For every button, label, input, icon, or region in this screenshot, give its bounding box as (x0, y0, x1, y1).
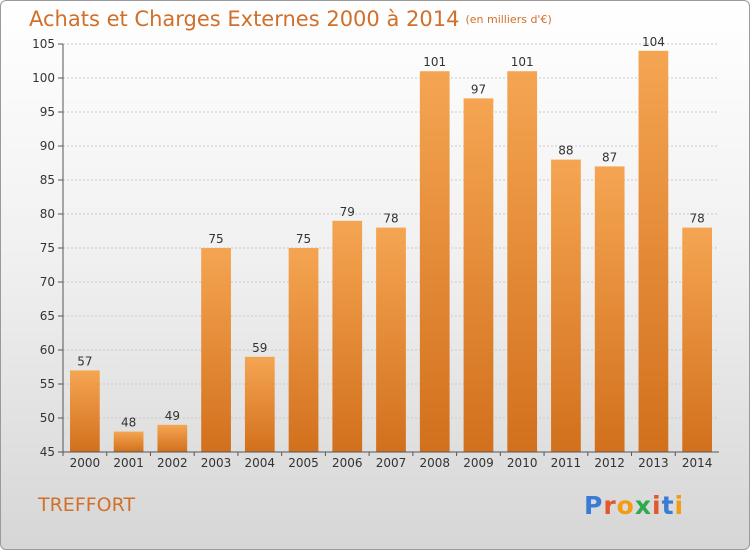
x-tick-label: 2003 (201, 456, 232, 470)
bar (69, 370, 100, 452)
data-label: 48 (121, 416, 136, 430)
y-tick-label: 105 (32, 37, 55, 51)
bar (638, 50, 669, 453)
logo-letter: r (603, 491, 617, 520)
data-label: 97 (471, 82, 486, 96)
x-tick-label: 2002 (157, 456, 188, 470)
x-tick-label: 2006 (332, 456, 363, 470)
bar (157, 424, 188, 452)
logo-letter: i (652, 491, 662, 520)
chart-title: Achats et Charges Externes 2000 à 2014 (e… (29, 7, 552, 31)
logo-letter: i (674, 491, 685, 520)
logo-letter: o (616, 491, 635, 520)
axes: 45 50 55 60 65 70 75 80 85 90 95 100 105 2000 2001 2002… (32, 37, 719, 470)
x-tick-label: 2007 (376, 456, 407, 470)
y-tick-label: 80 (40, 207, 55, 221)
chart-title-text: Achats et Charges Externes 2000 à 2014 (29, 7, 460, 31)
logo-letter: x (634, 491, 652, 520)
data-label: 78 (383, 212, 398, 226)
y-tick-label: 65 (40, 309, 55, 323)
x-tick-label: 2014 (682, 456, 713, 470)
bar (463, 98, 494, 453)
y-tick-label: 45 (40, 445, 55, 459)
x-tick-label: 2004 (245, 456, 276, 470)
bar (682, 227, 713, 452)
x-tick-label: 2013 (638, 456, 669, 470)
bar (419, 71, 450, 452)
bars: 57 48 49 75 59 75 79 78 101 97 101 88 87 104 78 (69, 35, 713, 453)
x-tick-label: 2011 (551, 456, 582, 470)
bar (113, 431, 144, 452)
data-label: 88 (558, 144, 573, 158)
y-tick-label: 100 (32, 71, 55, 85)
data-label: 75 (208, 232, 223, 246)
data-label: 101 (511, 55, 534, 69)
bar (201, 248, 231, 452)
x-tick-label: 2012 (594, 456, 625, 470)
data-label: 79 (340, 205, 355, 219)
data-label: 49 (165, 409, 180, 423)
bar (594, 166, 625, 452)
x-tick-label: 2001 (113, 456, 144, 470)
x-tick-label: 2010 (507, 456, 538, 470)
data-label: 87 (602, 150, 617, 164)
proxiti-logo[interactable]: Proxiti (584, 491, 684, 520)
data-label: 75 (296, 232, 311, 246)
bar (244, 356, 275, 452)
chart-title-unit: (en milliers d'€) (465, 13, 552, 26)
y-tick-label: 85 (40, 173, 55, 187)
data-label: 59 (252, 341, 267, 355)
data-label: 101 (423, 55, 446, 69)
bar (551, 159, 581, 452)
y-tick-label: 95 (40, 105, 55, 119)
commune-name: TREFFORT (38, 494, 136, 516)
y-tick-label: 55 (40, 377, 55, 391)
data-label: 57 (77, 354, 92, 368)
x-tick-label: 2009 (463, 456, 494, 470)
y-tick-label: 50 (40, 411, 55, 425)
x-tick-label: 2008 (419, 456, 450, 470)
bar (332, 220, 363, 452)
data-label: 78 (689, 212, 704, 226)
y-tick-label: 75 (40, 241, 55, 255)
y-tick-label: 70 (40, 275, 55, 289)
y-tick-label: 90 (40, 139, 55, 153)
logo-letter: P (584, 491, 604, 520)
bar (507, 71, 538, 452)
data-label: 104 (642, 35, 665, 49)
logo-letter: t (661, 491, 675, 520)
bar (288, 248, 319, 452)
y-tick-label: 60 (40, 343, 55, 357)
x-tick-label: 2000 (70, 456, 101, 470)
x-tick-label: 2005 (288, 456, 319, 470)
bar (376, 227, 406, 452)
